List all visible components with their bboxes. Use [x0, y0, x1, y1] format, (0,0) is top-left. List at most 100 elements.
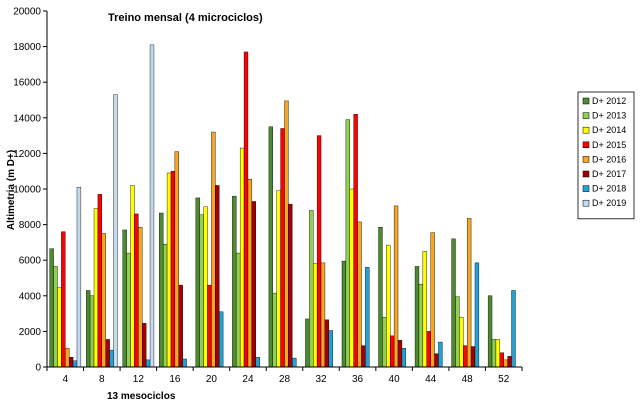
legend-swatch [582, 156, 590, 163]
bar [268, 126, 273, 368]
bar [313, 263, 318, 368]
bar [390, 335, 395, 368]
bar [105, 339, 110, 368]
bar [422, 251, 427, 368]
bar [178, 284, 183, 368]
y-tick-label: 4000 [19, 291, 42, 302]
x-tick-label: 24 [242, 374, 254, 385]
legend-swatch [582, 141, 590, 149]
bar [324, 319, 330, 368]
bar [113, 94, 118, 368]
bar [507, 356, 512, 368]
bar [57, 287, 62, 368]
bar [145, 359, 151, 368]
legend-box [577, 91, 635, 220]
legend-swatch [582, 185, 590, 192]
bar [365, 267, 370, 368]
x-tick-label: 48 [462, 374, 474, 385]
bar [276, 190, 281, 368]
bar [284, 100, 289, 368]
bars-layer [49, 44, 516, 368]
bar [345, 119, 350, 368]
bar [53, 266, 58, 368]
y-tick-label: 18000 [13, 42, 41, 53]
bar [328, 330, 333, 368]
bar [418, 284, 424, 368]
y-tick-label: 8000 [19, 220, 42, 231]
bar [243, 51, 249, 368]
bar [211, 131, 216, 368]
bar [101, 233, 106, 368]
bar [122, 229, 127, 368]
legend: D+ 2012 D+ 2013 D+ 2014 D+ 2015 D+ 2016 D+ 20… [577, 91, 635, 220]
bar [455, 296, 460, 368]
y-tick-label: 2000 [19, 327, 42, 338]
bar [305, 318, 310, 368]
bar [109, 349, 114, 368]
bar [247, 179, 253, 368]
bar [182, 358, 187, 368]
x-tick-label: 8 [99, 374, 105, 385]
x-tick-label: 44 [425, 374, 437, 385]
bar [397, 340, 403, 368]
bar [61, 231, 66, 368]
axes-layer: 0 2000 4000 6000 8000 10000 12000 14000 16000 180… [13, 7, 523, 385]
x-tick-label: 16 [169, 374, 181, 385]
bar [357, 221, 362, 368]
bar [232, 195, 237, 368]
y-tick-label: 14000 [13, 113, 41, 124]
bar [162, 243, 168, 368]
legend-entry: D+ 2019 [592, 198, 626, 208]
bar [393, 205, 399, 368]
bar [65, 348, 70, 368]
bar [72, 360, 78, 368]
bar [149, 44, 155, 368]
bar [434, 353, 439, 368]
bar [401, 348, 407, 368]
bar [255, 357, 260, 368]
bar [463, 345, 468, 368]
bar [309, 210, 314, 368]
bar [134, 213, 139, 368]
bar [97, 194, 103, 368]
bar [378, 227, 383, 368]
x-tick-label: 12 [133, 374, 145, 385]
legend-entry: D+ 2014 [592, 125, 626, 135]
bar [499, 352, 504, 368]
bar [68, 357, 74, 368]
bar [280, 128, 285, 368]
x-tick-label: 20 [206, 374, 218, 385]
y-axis-label: Altimetria (m D+) [6, 150, 17, 230]
bar [292, 357, 297, 368]
legend-entry: D+ 2017 [592, 169, 626, 179]
bar [474, 262, 480, 368]
bar [288, 203, 293, 368]
bar [86, 290, 91, 368]
bar [459, 316, 464, 368]
bar [320, 262, 326, 368]
bar [174, 151, 179, 368]
legend-entry: D+ 2016 [592, 154, 626, 164]
x-tick-label: 52 [498, 374, 510, 385]
bar [503, 359, 508, 368]
bar [203, 206, 208, 368]
bar [207, 284, 212, 368]
bar [487, 295, 493, 368]
bar [89, 295, 95, 368]
bar [430, 232, 435, 368]
bar [49, 248, 54, 368]
bar [199, 214, 204, 368]
bar [272, 292, 277, 368]
bar [251, 201, 256, 368]
bar [491, 339, 497, 368]
x-tick-label: 4 [62, 374, 68, 385]
bar [511, 290, 516, 368]
bar [414, 266, 420, 368]
bar [159, 212, 164, 368]
bar [426, 331, 431, 368]
y-tick-label: 20000 [13, 7, 41, 18]
bar [76, 187, 82, 368]
bar [495, 339, 501, 368]
x-axis-label: 13 mesociclos [107, 391, 176, 402]
